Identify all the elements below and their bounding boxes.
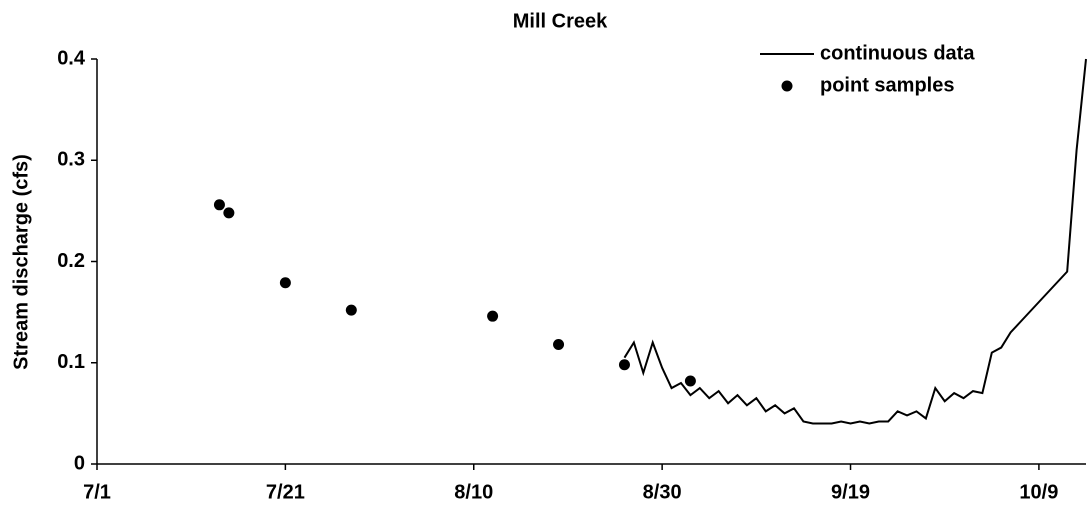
y-axis-label: Stream discharge (cfs) xyxy=(10,154,32,370)
y-tick-label: 0.1 xyxy=(57,351,85,373)
data-point xyxy=(345,304,357,316)
data-point xyxy=(223,207,235,219)
data-point xyxy=(279,277,291,289)
chart-title: Mill Creek xyxy=(513,10,608,32)
y-tick-label: 0.2 xyxy=(57,250,85,272)
legend-label: point samples xyxy=(820,74,954,96)
data-point xyxy=(618,359,630,371)
x-tick-label: 9/19 xyxy=(831,481,870,503)
legend-dot xyxy=(781,80,793,92)
data-line xyxy=(623,58,1087,425)
x-tick-label: 7/21 xyxy=(266,481,305,503)
x-tick-label: 10/9 xyxy=(1019,481,1058,503)
data-point xyxy=(553,339,565,351)
legend-label: continuous data xyxy=(820,42,975,64)
data-point xyxy=(684,375,696,387)
x-tick-label: 7/1 xyxy=(83,481,111,503)
x-tick-label: 8/10 xyxy=(454,481,493,503)
y-tick-label: 0.4 xyxy=(57,47,86,69)
data-point xyxy=(213,199,225,211)
y-tick-label: 0.3 xyxy=(57,149,85,171)
x-tick-label: 8/30 xyxy=(643,481,682,503)
data-point xyxy=(487,310,499,322)
y-tick-label: 0 xyxy=(74,452,85,474)
